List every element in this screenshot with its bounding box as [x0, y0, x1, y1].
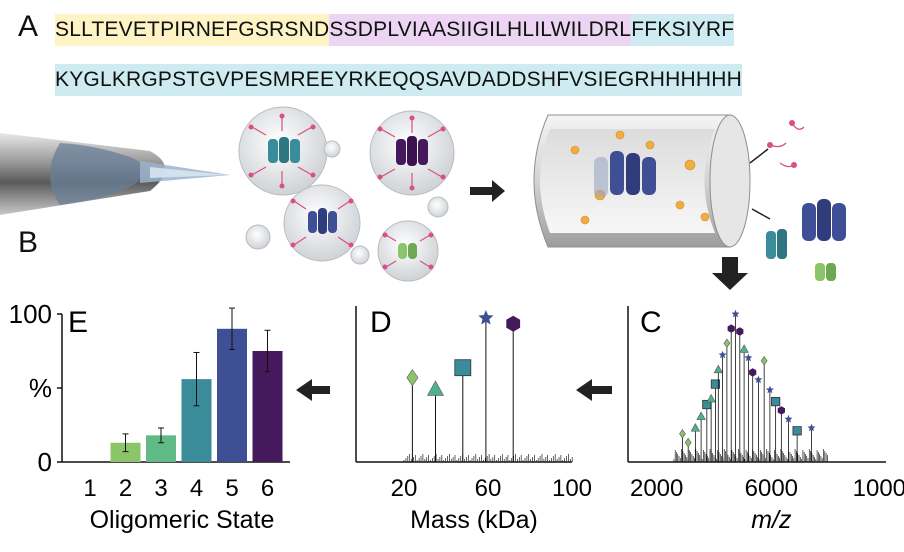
y-tick-label: 100 — [9, 299, 52, 329]
star-marker — [731, 309, 740, 318]
x-tick-label: 6000 — [745, 475, 798, 502]
star-marker — [478, 310, 494, 325]
protein-complex-icon — [251, 117, 443, 268]
star-marker — [807, 423, 816, 432]
star-marker — [765, 385, 774, 394]
arrow-icon — [470, 180, 505, 202]
x-tick-label: 4 — [190, 475, 203, 502]
panel-label-c: C — [640, 306, 662, 339]
x-tick-label: 100 — [552, 475, 592, 502]
hexagon-marker — [736, 327, 744, 336]
panel-label-a: A — [18, 10, 39, 43]
bar-chart-oligomeric-state: 0% 100 1 2 3 4 5 6 Oligomeric State — [9, 299, 290, 534]
x-axis-label: Oligomeric State — [90, 506, 275, 534]
sequence-line-2: KYGLKRGPSTGVPESMREEYRKEQQSAVDADDSHFVSIEG… — [55, 64, 742, 96]
hexagon-marker — [727, 324, 735, 333]
hexagon-marker — [777, 406, 785, 415]
sequence-segment: KYGLKRGPSTGVPESMREEYRKEQQSAVDADDSHFVSIEG… — [55, 64, 742, 96]
hexagon-marker — [749, 368, 757, 377]
square-marker — [771, 397, 781, 407]
sequence-line-1: SLLTEVETPIRNEFGSRSND SSDPLVIAASIIGILHLILW… — [55, 14, 735, 46]
diamond-marker — [406, 369, 419, 387]
x-tick-label: 3 — [154, 475, 167, 502]
square-marker — [710, 379, 721, 389]
square-marker — [454, 359, 472, 377]
triangle-marker — [696, 411, 706, 420]
diamond-marker — [684, 437, 692, 448]
triangle-marker — [739, 344, 749, 353]
x-tick-label: 20 — [391, 475, 418, 502]
star-marker — [744, 353, 753, 362]
bar — [217, 328, 247, 462]
bar — [110, 442, 141, 462]
x-tick-label: 1 — [83, 475, 96, 502]
triangle-marker — [690, 423, 701, 432]
x-tick-label: 2 — [119, 475, 132, 502]
sequence-segment: FFKSIYRF — [631, 14, 735, 46]
diamond-marker — [679, 428, 686, 439]
droplet-icon — [238, 106, 455, 282]
x-axis-label: m/z — [751, 506, 792, 534]
diamond-marker — [760, 355, 768, 366]
hexagon-marker — [506, 315, 521, 332]
x-axis-label: Mass (kDa) — [410, 506, 538, 534]
triangle-marker — [706, 393, 716, 403]
spectrum-noise — [673, 449, 828, 462]
triangle-marker — [426, 380, 445, 396]
sequence-segment: SSDPLVIAASIIGILHLILWILDRL — [329, 14, 632, 46]
spectrum-noise — [403, 454, 573, 462]
panel-label-e: E — [68, 306, 88, 339]
y-tick-label: % — [29, 373, 52, 403]
panel-label-d: D — [370, 306, 392, 339]
x-tick-label: 60 — [475, 475, 502, 502]
star-marker — [784, 414, 793, 423]
star-marker — [754, 375, 763, 384]
arrow-icon — [712, 257, 748, 290]
nanoelectrospray-tip-icon — [0, 133, 230, 215]
nanoesi-illustration — [0, 106, 846, 290]
mass-spectrum-deconvoluted: 20 60 100 Mass (kDa) — [355, 306, 592, 534]
diamond-marker — [723, 338, 731, 348]
square-marker — [792, 426, 802, 436]
sequence-segment: SLLTEVETPIRNEFGSRSND — [55, 14, 330, 46]
arrow-icon — [296, 379, 330, 401]
arrow-icon — [576, 379, 612, 401]
panel-label-b: B — [18, 226, 39, 259]
x-tick-label: 5 — [225, 475, 238, 502]
charts-row: 0% 100 1 2 3 4 5 6 Oligomeric State E 20 60 100 Mas… — [9, 299, 904, 534]
mass-spectrum-mz: 2000 6000 10000 m/z — [627, 306, 904, 534]
triangle-marker — [713, 364, 724, 374]
star-marker — [718, 350, 727, 359]
x-tick-label: 10000 — [853, 475, 904, 502]
y-tick-label: 0 — [38, 447, 52, 477]
x-tick-label: 6 — [261, 475, 274, 502]
x-tick-label: 2000 — [630, 475, 683, 502]
